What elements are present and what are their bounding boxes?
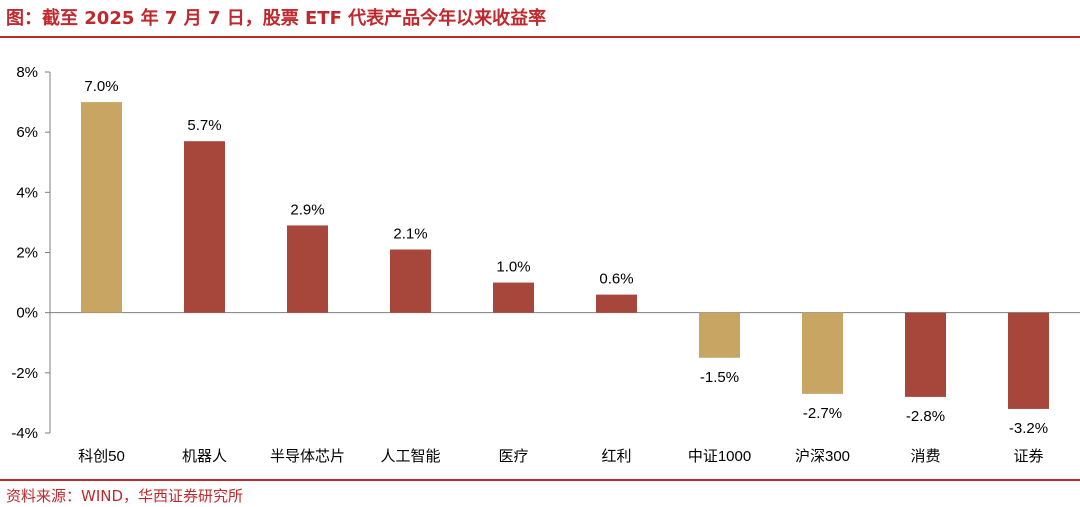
x-tick-label: 医疗 (498, 448, 528, 465)
y-tick-label: 2% (16, 245, 38, 262)
x-tick-label: 机器人 (182, 448, 227, 465)
bar (493, 282, 534, 313)
y-tick-label: 4% (16, 184, 38, 201)
x-tick-label: 消费 (910, 448, 940, 465)
y-tick-label: 0% (16, 305, 38, 322)
bar (596, 294, 637, 313)
bar-chart: -4% -2% 0% 2% 4% 6% 8% 7.0% 科创50 5.7% 机器人 2.9% 半导体芯片… (11, 64, 1080, 465)
x-tick-label: 人工智能 (380, 447, 440, 465)
bar (699, 312, 740, 358)
bar (287, 225, 328, 313)
x-tick-label: 沪深300 (795, 448, 850, 465)
data-label: 7.0% (84, 78, 118, 95)
x-tick-label: 科创50 (78, 448, 125, 465)
data-label: -2.7% (803, 405, 842, 422)
bar (1008, 312, 1049, 409)
y-tick-label: 6% (16, 124, 38, 141)
top-divider (0, 36, 1080, 38)
x-tick-label: 红利 (601, 448, 631, 465)
data-label: 2.9% (290, 201, 324, 218)
data-label: 2.1% (393, 225, 427, 242)
data-label: -1.5% (700, 369, 739, 386)
data-label: 0.6% (599, 271, 633, 288)
bar (905, 312, 946, 397)
y-tick-label: -4% (11, 425, 38, 442)
data-label: -3.2% (1009, 420, 1048, 437)
y-tick-label: -2% (11, 365, 38, 382)
x-tick-label: 证券 (1013, 448, 1043, 465)
data-label: -2.8% (906, 408, 945, 425)
y-tick-label: 8% (16, 64, 38, 81)
bar (390, 249, 431, 313)
source-note: 资料来源：WIND，华西证券研究所 (6, 487, 244, 505)
bar (184, 141, 225, 313)
x-tick-label: 半导体芯片 (270, 448, 345, 465)
x-tick-label: 中证1000 (688, 448, 751, 465)
data-label: 5.7% (187, 117, 221, 134)
chart-title: 图：截至 2025 年 7 月 7 日，股票 ETF 代表产品今年以来收益率 (6, 8, 547, 29)
bottom-divider (0, 479, 1080, 481)
data-label: 1.0% (496, 259, 530, 276)
bar (802, 312, 843, 394)
bar (81, 102, 122, 313)
